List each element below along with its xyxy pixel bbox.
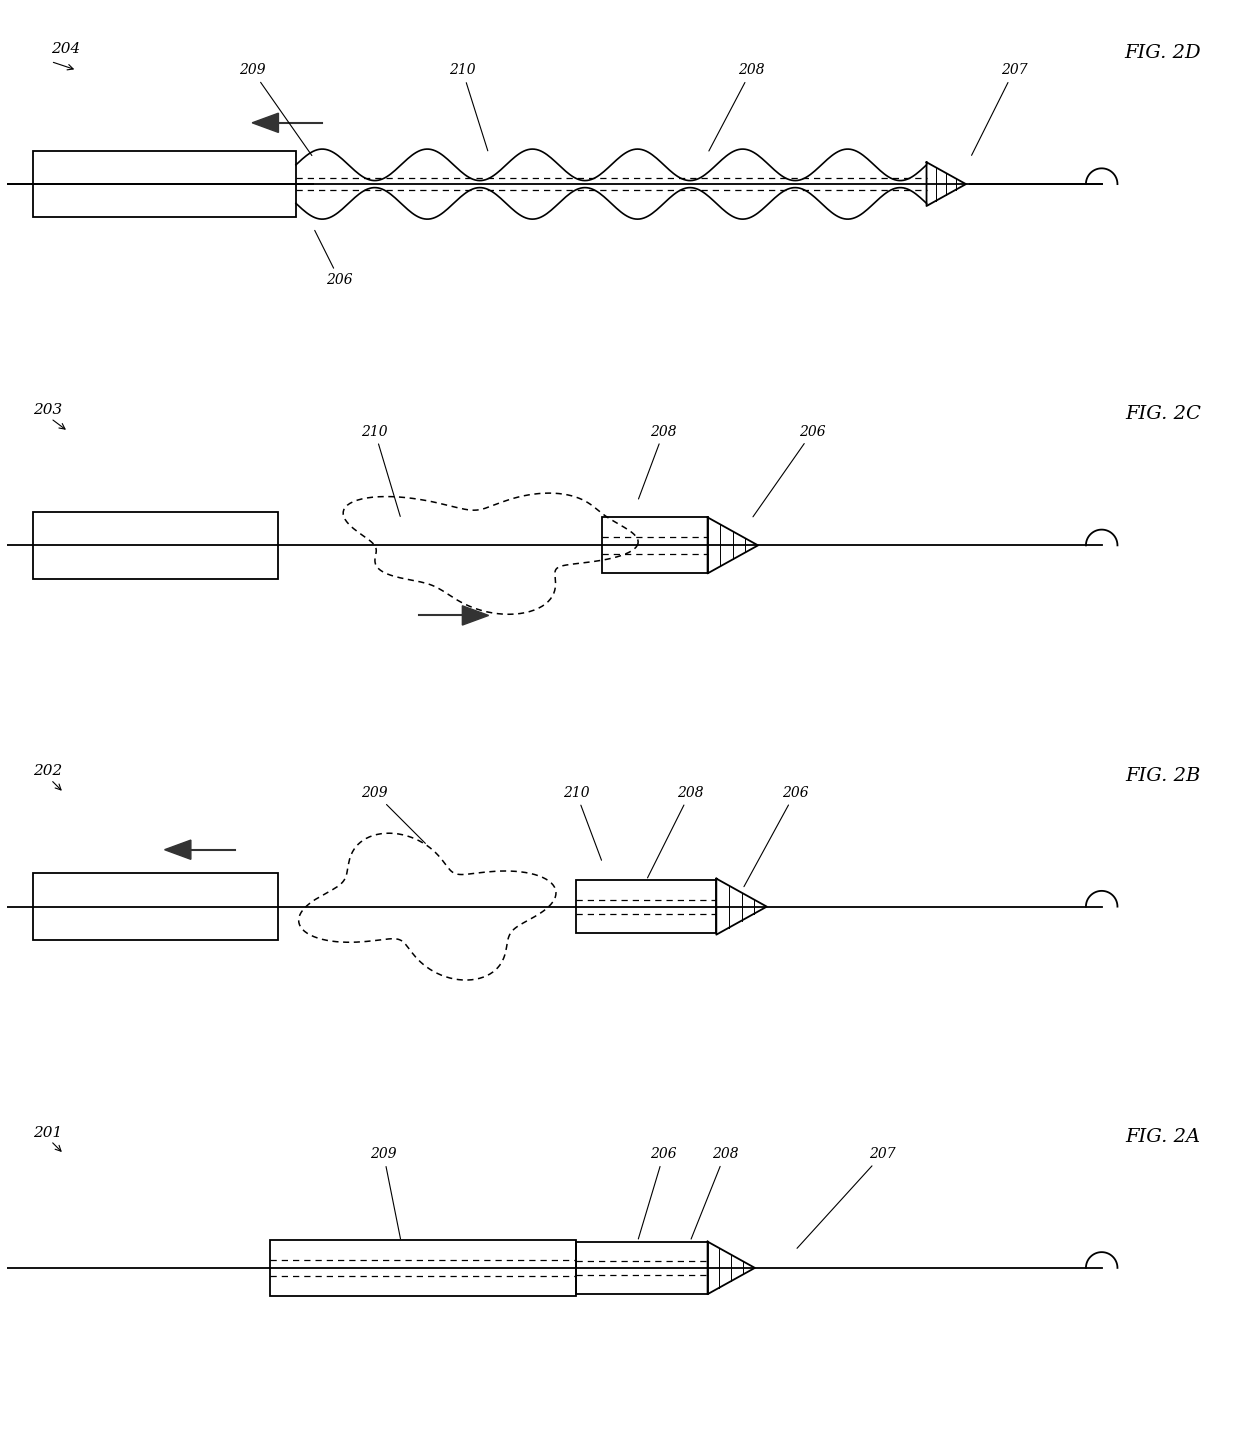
Text: 208: 208 xyxy=(709,64,765,151)
Bar xyxy=(577,880,717,932)
Text: 206: 206 xyxy=(639,1147,677,1239)
Bar xyxy=(577,1241,708,1294)
Text: 206: 206 xyxy=(753,424,826,517)
Text: 208: 208 xyxy=(639,424,677,499)
Text: 209: 209 xyxy=(362,786,425,844)
Text: 209: 209 xyxy=(371,1147,401,1239)
Polygon shape xyxy=(252,113,279,132)
Text: 207: 207 xyxy=(797,1147,897,1249)
Bar xyxy=(269,1240,577,1297)
Bar xyxy=(33,513,279,579)
Polygon shape xyxy=(165,841,191,860)
Bar xyxy=(33,151,296,218)
Text: 202: 202 xyxy=(33,764,62,778)
Text: 204: 204 xyxy=(51,42,81,55)
Bar xyxy=(33,873,279,939)
Text: 206: 206 xyxy=(744,786,808,887)
Polygon shape xyxy=(463,605,489,624)
Text: FIG. 2C: FIG. 2C xyxy=(1125,405,1200,423)
Text: 201: 201 xyxy=(33,1125,62,1140)
Text: FIG. 2A: FIG. 2A xyxy=(1126,1128,1200,1146)
Text: 210: 210 xyxy=(362,424,401,517)
Text: 208: 208 xyxy=(691,1147,738,1239)
Text: FIG. 2B: FIG. 2B xyxy=(1126,767,1200,784)
Text: 210: 210 xyxy=(449,64,487,151)
Text: 206: 206 xyxy=(315,231,353,287)
Text: 207: 207 xyxy=(972,64,1028,155)
Text: 210: 210 xyxy=(563,786,601,860)
Text: 203: 203 xyxy=(33,404,62,417)
Text: 208: 208 xyxy=(647,786,703,878)
Text: FIG. 2D: FIG. 2D xyxy=(1125,44,1202,62)
Bar xyxy=(603,517,708,574)
Text: 209: 209 xyxy=(239,64,312,155)
